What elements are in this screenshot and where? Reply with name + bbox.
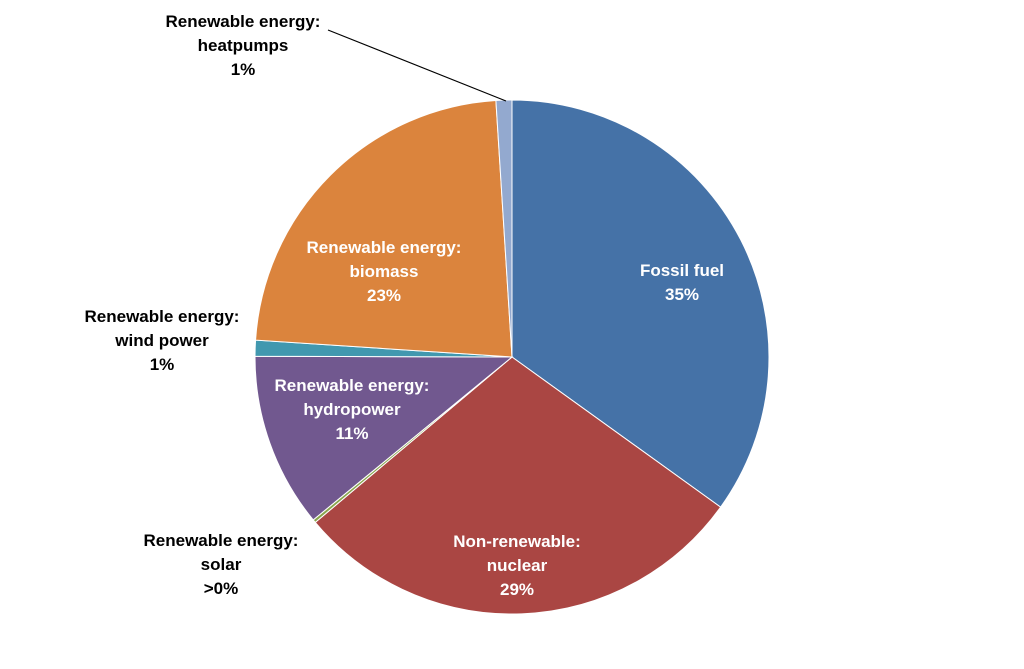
slice-label: Non-renewable: nuclear 29% (428, 530, 606, 602)
category-label: Renewable energy: solar (143, 531, 299, 574)
slice-label: Fossil fuel 35% (593, 259, 771, 307)
slice-label: Renewable energy: hydropower 11% (263, 374, 441, 446)
category-label: Renewable energy: wind power (84, 307, 240, 350)
slice-label: Renewable energy: biomass 23% (295, 236, 473, 308)
slice-label: Renewable energy: wind power 1% (73, 305, 251, 377)
pie-slice (511, 99, 770, 508)
category-label: Non-renewable: nuclear (453, 532, 581, 575)
pie-slice (314, 356, 722, 615)
value-label: >0% (203, 579, 239, 598)
leader-line (327, 29, 507, 102)
slice-label: Renewable energy: solar >0% (132, 529, 310, 601)
pie-slice (255, 99, 513, 358)
value-label: 35% (664, 285, 700, 304)
category-label: Renewable energy: heatpumps (165, 12, 321, 55)
value-label: 23% (366, 286, 402, 305)
pie-slice (254, 355, 514, 521)
category-label: Renewable energy: hydropower (274, 376, 430, 419)
value-label: 29% (499, 580, 535, 599)
value-label: 1% (230, 60, 256, 79)
slice-label: Renewable energy: heatpumps 1% (154, 10, 332, 82)
value-label: 11% (335, 424, 369, 443)
value-label: 1% (149, 355, 175, 374)
category-label: Renewable energy: biomass (306, 238, 462, 281)
category-label: Fossil fuel (639, 261, 725, 280)
